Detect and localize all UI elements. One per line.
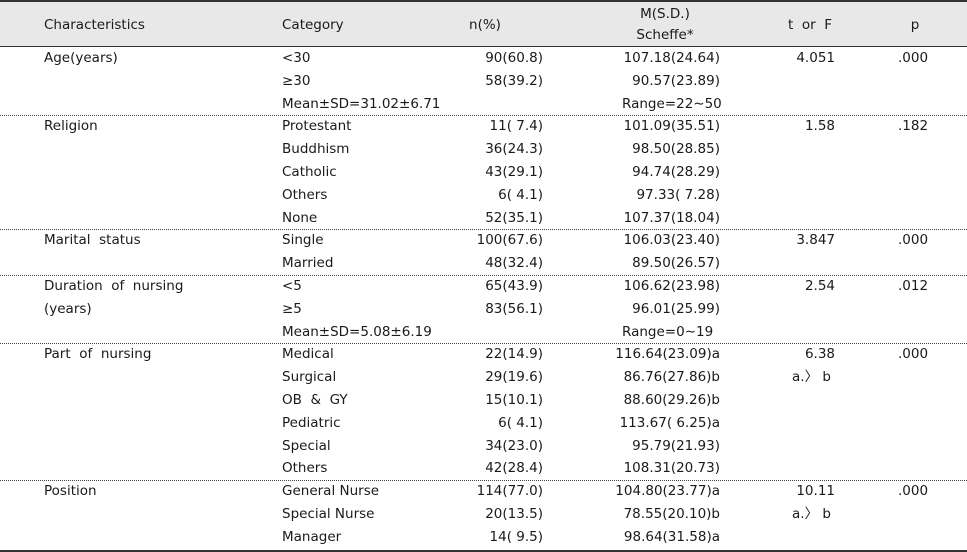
range-cell: Range=22∼50 bbox=[622, 95, 722, 112]
header-n-percent: n(%) bbox=[469, 17, 501, 33]
group-label: Position bbox=[44, 483, 97, 500]
category-cell: Others bbox=[282, 186, 328, 203]
group-separator bbox=[0, 114, 967, 116]
category-cell: Protestant bbox=[282, 118, 352, 135]
mean-sd-cell: 101.09(35.51) bbox=[623, 118, 720, 135]
category-cell: Special bbox=[282, 437, 331, 454]
mean-sd-cell: 106.03(23.40) bbox=[623, 232, 720, 249]
category-cell: <30 bbox=[282, 50, 311, 66]
p-value-cell: .000 bbox=[898, 346, 929, 363]
mean-sd-cell: 96.01(25.99) bbox=[632, 300, 720, 317]
category-cell: General Nurse bbox=[282, 483, 380, 500]
n-percent-cell: 15(10.1) bbox=[485, 392, 543, 408]
category-cell: Pediatric bbox=[282, 414, 341, 431]
n-percent-cell: 114(77.0) bbox=[476, 483, 543, 500]
category-cell: Mean±SD=31.02±6.71 bbox=[282, 95, 441, 112]
mean-sd-cell: 98.50(28.85) bbox=[632, 141, 720, 158]
n-percent-cell: 58(39.2) bbox=[485, 72, 543, 89]
header-t-or-f: t or F bbox=[787, 17, 833, 33]
category-cell: Special Nurse bbox=[282, 506, 375, 522]
group-label: (years) bbox=[44, 300, 92, 317]
category-cell: Surgical bbox=[282, 369, 337, 386]
t-or-f-cell: a.〉 b bbox=[792, 506, 831, 522]
category-cell: ≥30 bbox=[282, 72, 311, 89]
group-separator bbox=[0, 342, 967, 344]
n-percent-cell: 22(14.9) bbox=[485, 346, 543, 363]
t-or-f-cell: 2.54 bbox=[804, 278, 835, 294]
mean-sd-cell: 113.67( 6.25)a bbox=[619, 414, 720, 431]
header-p: p bbox=[910, 17, 920, 33]
category-cell: None bbox=[282, 209, 318, 226]
n-percent-cell: 36(24.3) bbox=[485, 141, 543, 158]
n-percent-cell: 20(13.5) bbox=[485, 506, 543, 522]
n-percent-cell: 90(60.8) bbox=[485, 50, 543, 66]
group-label: Part of nursing bbox=[44, 346, 152, 363]
n-percent-cell: 11( 7.4) bbox=[489, 118, 543, 135]
category-cell: Medical bbox=[282, 346, 334, 363]
category-cell: ≥5 bbox=[282, 300, 302, 317]
category-cell: <5 bbox=[282, 278, 302, 294]
mean-sd-cell: 104.80(23.77)a bbox=[615, 483, 720, 500]
category-cell: Mean±SD=5.08±6.19 bbox=[282, 323, 432, 340]
category-cell: Others bbox=[282, 460, 328, 477]
mean-sd-cell: 88.60(29.26)b bbox=[623, 392, 720, 408]
header-mean-sd: M(S.D.) bbox=[640, 6, 690, 22]
group-label: Religion bbox=[44, 118, 98, 135]
group-separator bbox=[0, 274, 967, 276]
header-characteristics: Characteristics bbox=[44, 17, 145, 33]
t-or-f-cell: 3.847 bbox=[796, 232, 835, 249]
mean-sd-cell: 98.64(31.58)a bbox=[623, 528, 720, 545]
mean-sd-cell: 86.76(27.86)b bbox=[623, 369, 720, 386]
t-or-f-cell: 4.051 bbox=[796, 50, 835, 66]
group-label: Duration of nursing bbox=[44, 278, 184, 294]
mean-sd-cell: 89.50(26.57) bbox=[632, 255, 720, 272]
n-percent-cell: 100(67.6) bbox=[476, 232, 543, 249]
n-percent-cell: 52(35.1) bbox=[485, 209, 543, 226]
category-cell: Married bbox=[282, 255, 334, 272]
mean-sd-cell: 78.55(20.10)b bbox=[623, 506, 720, 522]
n-percent-cell: 42(28.4) bbox=[485, 460, 543, 477]
p-value-cell: .000 bbox=[898, 50, 929, 66]
mean-sd-cell: 94.74(28.29) bbox=[632, 164, 720, 180]
t-or-f-cell: 1.58 bbox=[804, 118, 835, 135]
group-label: Marital status bbox=[44, 232, 141, 249]
n-percent-cell: 65(43.9) bbox=[485, 278, 543, 294]
mean-sd-cell: 108.31(20.73) bbox=[623, 460, 720, 477]
n-percent-cell: 6( 4.1) bbox=[498, 186, 543, 203]
mean-sd-cell: 90.57(23.89) bbox=[632, 72, 720, 89]
t-or-f-cell: a.〉 b bbox=[792, 369, 831, 386]
mean-sd-cell: 116.64(23.09)a bbox=[615, 346, 720, 363]
n-percent-cell: 43(29.1) bbox=[485, 164, 543, 180]
group-label: Age(years) bbox=[44, 50, 118, 66]
n-percent-cell: 34(23.0) bbox=[485, 437, 543, 454]
range-cell: Range=0∼19 bbox=[622, 323, 714, 340]
p-value-cell: .000 bbox=[898, 232, 929, 249]
n-percent-cell: 29(19.6) bbox=[485, 369, 543, 386]
t-or-f-cell: 10.11 bbox=[796, 483, 835, 500]
p-value-cell: .000 bbox=[898, 483, 929, 500]
group-separator bbox=[0, 479, 967, 481]
category-cell: Manager bbox=[282, 528, 342, 545]
n-percent-cell: 14( 9.5) bbox=[489, 528, 543, 545]
n-percent-cell: 48(32.4) bbox=[485, 255, 543, 272]
mean-sd-cell: 107.37(18.04) bbox=[623, 209, 720, 226]
table-header: Characteristics Category n(%) M(S.D.) Sc… bbox=[0, 0, 967, 47]
mean-sd-cell: 106.62(23.98) bbox=[623, 278, 720, 294]
n-percent-cell: 83(56.1) bbox=[485, 300, 543, 317]
header-category: Category bbox=[282, 17, 344, 33]
t-or-f-cell: 6.38 bbox=[804, 346, 835, 363]
p-value-cell: .182 bbox=[898, 118, 929, 135]
p-value-cell: .012 bbox=[898, 278, 929, 294]
category-cell: Catholic bbox=[282, 164, 337, 180]
n-percent-cell: 6( 4.1) bbox=[498, 414, 543, 431]
header-scheffe: Scheffe* bbox=[636, 27, 694, 43]
mean-sd-cell: 107.18(24.64) bbox=[623, 50, 720, 66]
mean-sd-cell: 95.79(21.93) bbox=[632, 437, 720, 454]
category-cell: Single bbox=[282, 232, 324, 249]
category-cell: OB & GY bbox=[282, 392, 348, 408]
category-cell: Buddhism bbox=[282, 141, 350, 158]
group-separator bbox=[0, 228, 967, 230]
mean-sd-cell: 97.33( 7.28) bbox=[636, 186, 720, 203]
